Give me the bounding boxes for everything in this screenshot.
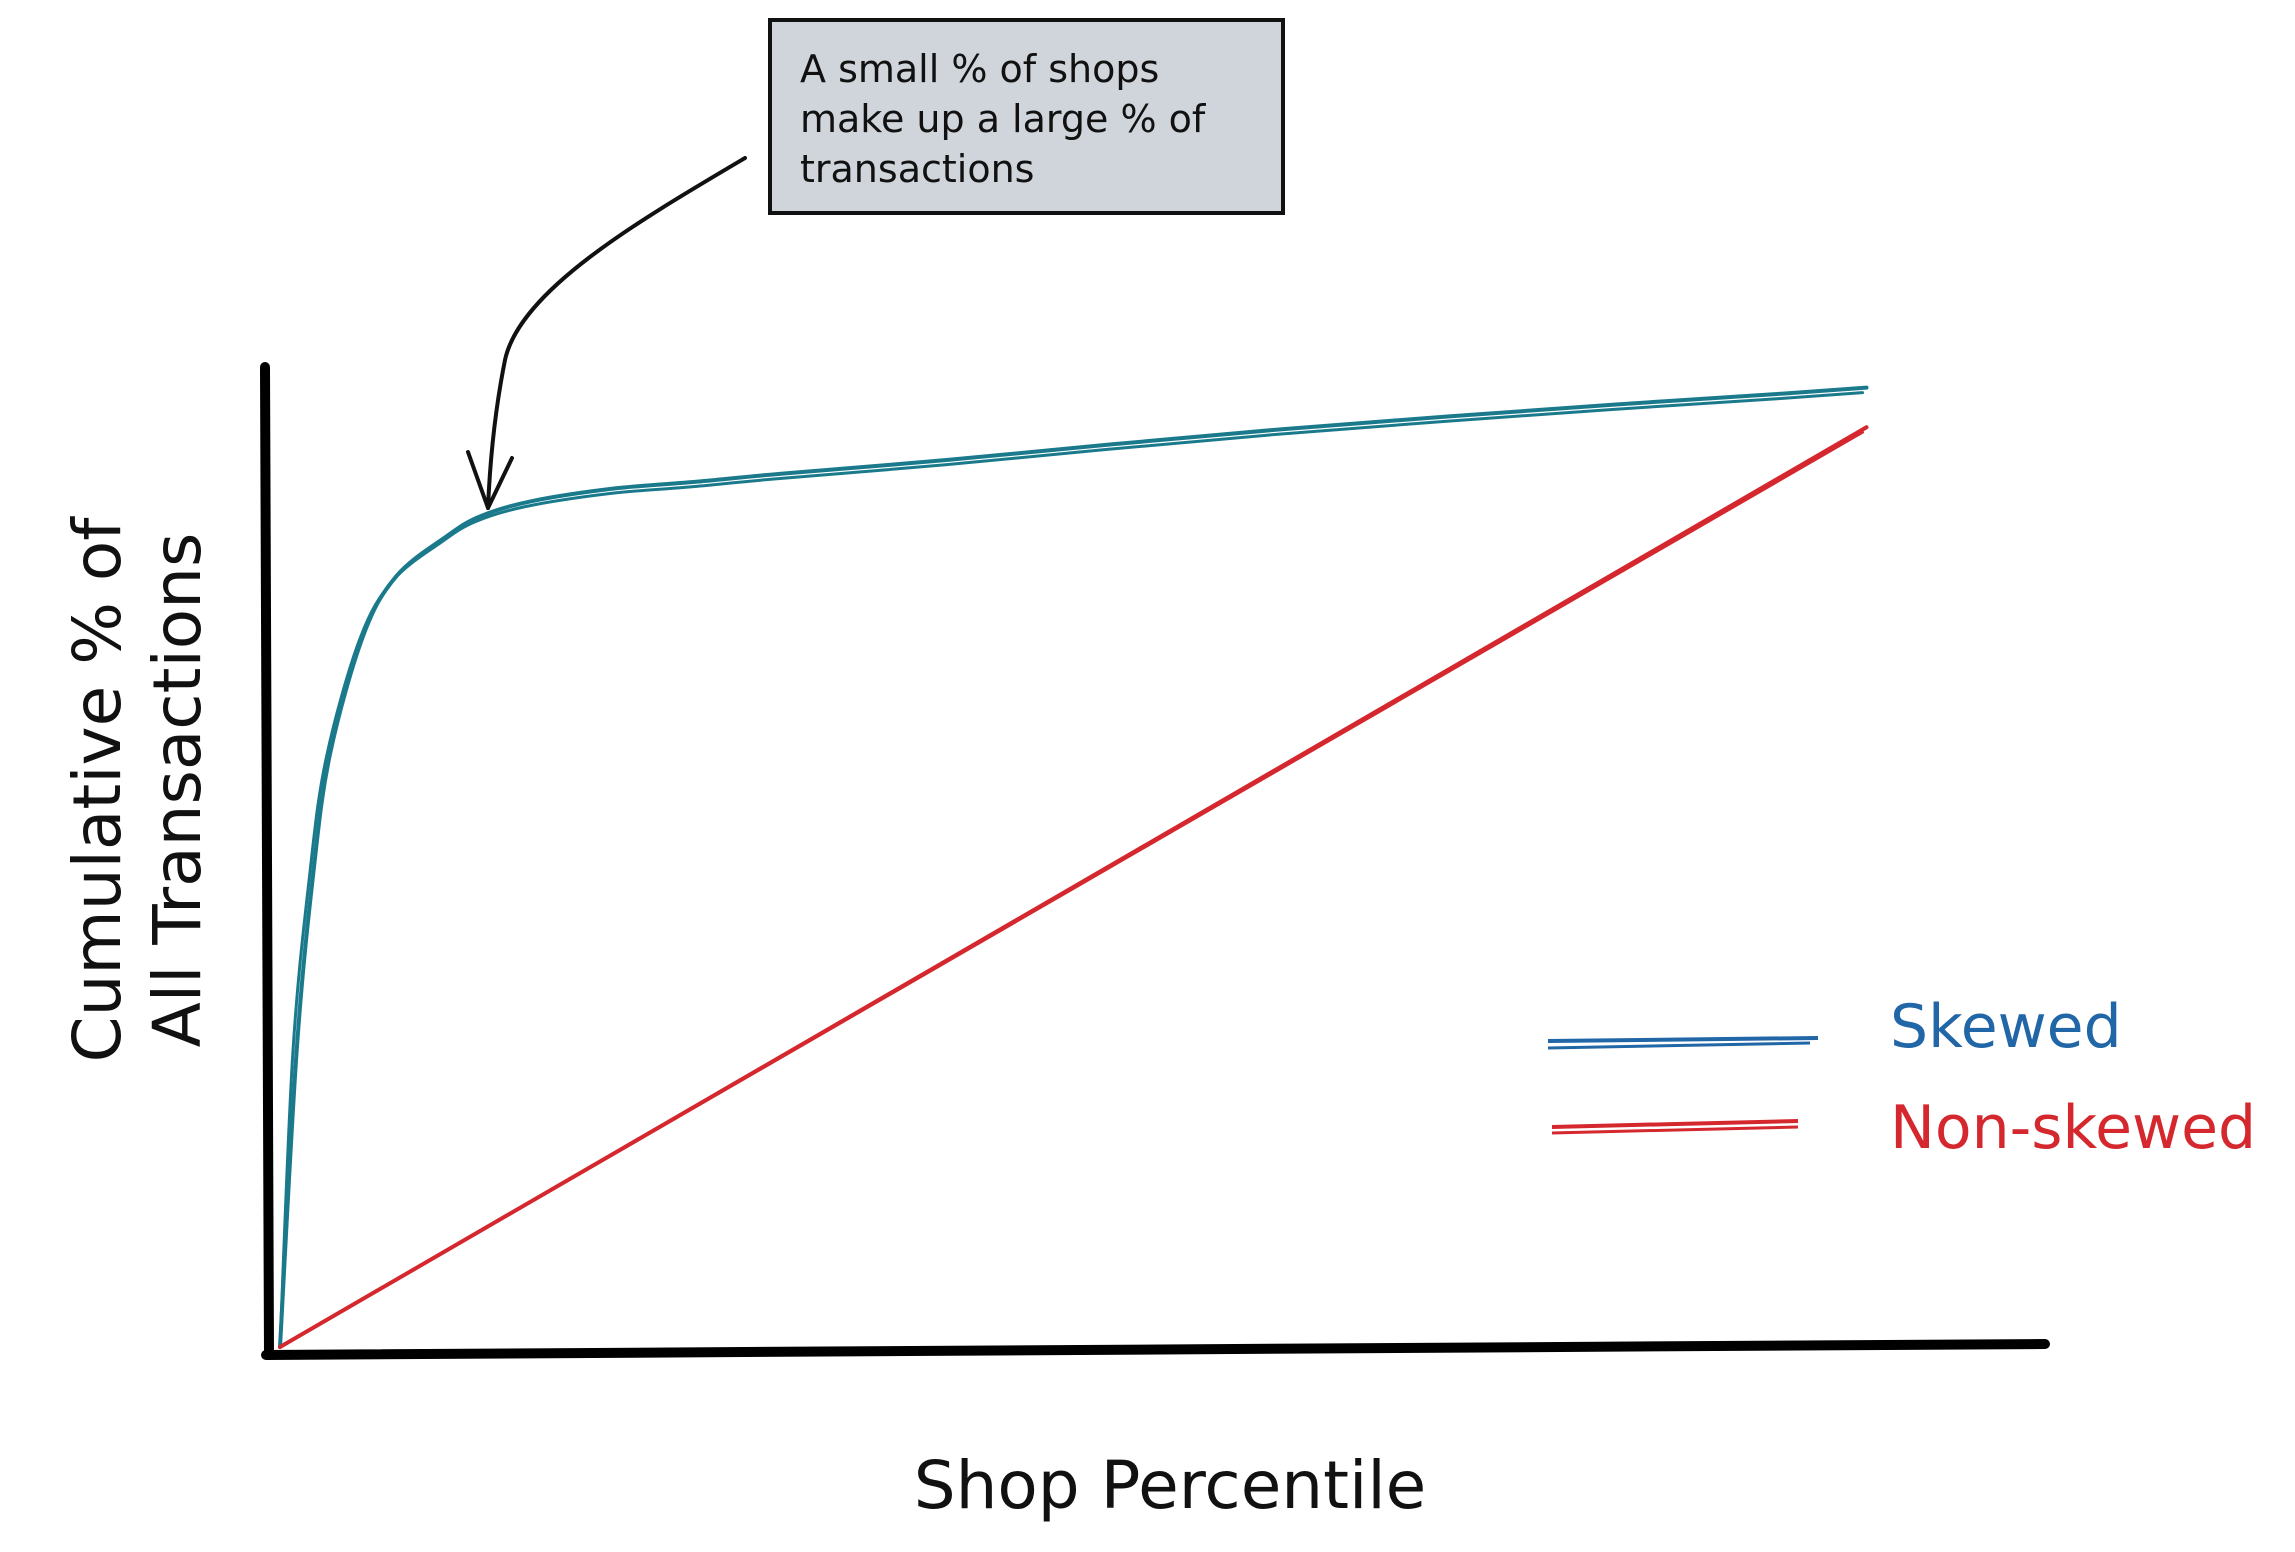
annotation-line-2: make up a large % of [800,97,1207,141]
legend-swatch-non-skewed [1551,1119,1799,1129]
y-axis-label-line-2: All Transactions [139,533,216,1048]
x-axis-label: Shop Percentile [914,1447,1427,1524]
legend-swatch-skewed [1547,1036,1819,1043]
y-axis-label-line-1: Cumulative % of [59,516,136,1063]
y-axis-label: Cumulative % of All Transactions [59,516,216,1063]
legend-label-skewed: Skewed [1890,992,2122,1062]
series-line-skewed [278,385,1869,1349]
annotation-box [768,18,1285,215]
annotation-line-3: transactions [800,147,1034,191]
legend-item-non-skewed: Non-skewed [1551,1093,2256,1163]
legend: Skewed Non-skewed [1547,992,2256,1163]
x-axis [261,1339,2050,1360]
series-line-non-skewed-stroke-2 [278,430,1864,1349]
series-skewed [278,385,1869,1349]
annotation: A small % of shops make up a large % of … [768,18,1285,215]
y-axis [260,362,274,1360]
legend-label-non-skewed: Non-skewed [1890,1093,2256,1163]
legend-item-skewed: Skewed [1547,992,2122,1062]
annotation-arrow [466,156,747,510]
series-layer [278,385,1869,1349]
series-non-skewed [278,425,1869,1349]
legend-swatch-non-skewed-2 [1551,1125,1799,1135]
series-line-skewed-stroke-2 [278,391,1864,1349]
annotation-line-1: A small % of shops [800,47,1159,91]
legend-swatch-skewed-2 [1547,1041,1811,1050]
